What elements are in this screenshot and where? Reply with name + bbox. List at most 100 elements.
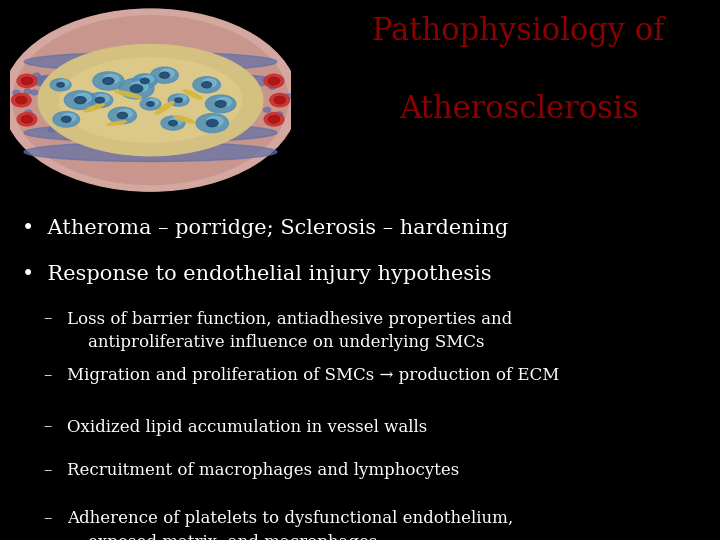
Ellipse shape [87,93,113,107]
Ellipse shape [120,59,126,64]
Ellipse shape [147,102,154,106]
Ellipse shape [24,52,277,71]
Ellipse shape [38,44,263,156]
Ellipse shape [22,77,32,85]
Ellipse shape [208,60,215,65]
Ellipse shape [168,120,177,126]
Ellipse shape [58,80,68,86]
Ellipse shape [98,60,105,65]
Ellipse shape [193,77,220,93]
Ellipse shape [276,97,284,102]
Ellipse shape [110,134,117,138]
Ellipse shape [117,112,127,119]
Ellipse shape [243,119,251,123]
Ellipse shape [50,79,71,91]
Ellipse shape [48,127,55,132]
Text: Atherosclerosis: Atherosclerosis [399,94,638,125]
Text: Loss of barrier function, antiadhesive properties and
    antiproliferative infl: Loss of barrier function, antiadhesive p… [67,310,512,351]
Ellipse shape [130,82,148,92]
Ellipse shape [136,59,143,64]
Ellipse shape [175,98,182,103]
Ellipse shape [24,89,31,94]
Ellipse shape [24,71,277,91]
Ellipse shape [22,116,32,123]
Ellipse shape [156,102,174,114]
Ellipse shape [12,93,31,107]
Ellipse shape [168,94,189,106]
Ellipse shape [264,112,284,126]
Ellipse shape [207,117,223,126]
Text: –: – [43,510,52,527]
Ellipse shape [140,98,161,110]
Ellipse shape [76,62,83,66]
Ellipse shape [57,83,64,87]
Ellipse shape [160,72,169,78]
Ellipse shape [31,90,38,95]
Ellipse shape [114,58,121,63]
Text: –: – [43,462,52,478]
Text: –: – [43,418,52,435]
Ellipse shape [161,69,174,77]
Ellipse shape [162,138,169,143]
Ellipse shape [285,94,292,99]
Ellipse shape [196,114,228,132]
Ellipse shape [75,97,86,104]
Ellipse shape [269,116,279,123]
Ellipse shape [158,133,165,138]
Ellipse shape [270,93,289,107]
Ellipse shape [148,99,158,105]
Ellipse shape [274,96,285,104]
Ellipse shape [161,116,185,130]
Ellipse shape [53,112,79,127]
Ellipse shape [176,95,186,101]
Ellipse shape [174,116,194,123]
Ellipse shape [215,100,226,107]
Ellipse shape [227,71,233,75]
Ellipse shape [25,110,32,115]
Ellipse shape [132,74,157,88]
Ellipse shape [16,96,27,104]
Ellipse shape [170,118,181,125]
Text: –: – [43,367,52,384]
Ellipse shape [161,134,168,139]
Ellipse shape [59,58,242,142]
Ellipse shape [118,110,132,118]
Ellipse shape [108,107,137,124]
Ellipse shape [3,9,298,191]
Ellipse shape [276,112,283,117]
Ellipse shape [40,77,48,81]
Ellipse shape [33,73,40,78]
Ellipse shape [24,142,277,161]
Text: Adherence of platelets to dysfunctional endothelium,
    exposed matrix, and mac: Adherence of platelets to dysfunctional … [67,510,513,540]
Ellipse shape [109,63,116,68]
Ellipse shape [61,117,71,122]
Ellipse shape [119,78,154,99]
Ellipse shape [205,95,236,113]
Ellipse shape [269,77,279,85]
Ellipse shape [103,78,114,84]
Ellipse shape [13,90,20,95]
Ellipse shape [84,104,104,112]
Ellipse shape [64,91,96,110]
Ellipse shape [264,107,271,112]
Ellipse shape [93,72,124,90]
Text: –: – [43,310,52,327]
Ellipse shape [17,74,37,87]
Ellipse shape [75,93,91,103]
Ellipse shape [69,125,76,130]
Ellipse shape [63,113,76,122]
Ellipse shape [142,76,153,83]
Ellipse shape [35,79,42,84]
Ellipse shape [13,16,288,185]
Ellipse shape [104,75,119,84]
Ellipse shape [24,123,277,142]
Ellipse shape [264,74,284,87]
Ellipse shape [107,121,126,125]
Ellipse shape [150,67,179,83]
Ellipse shape [207,119,218,127]
Ellipse shape [216,98,231,106]
Ellipse shape [269,85,276,89]
Text: •  Atheroma – porridge; Sclerosis – hardening: • Atheroma – porridge; Sclerosis – harde… [22,219,508,238]
Text: Recruitment of macrophages and lymphocytes: Recruitment of macrophages and lymphocyt… [67,462,459,478]
Ellipse shape [95,97,104,103]
